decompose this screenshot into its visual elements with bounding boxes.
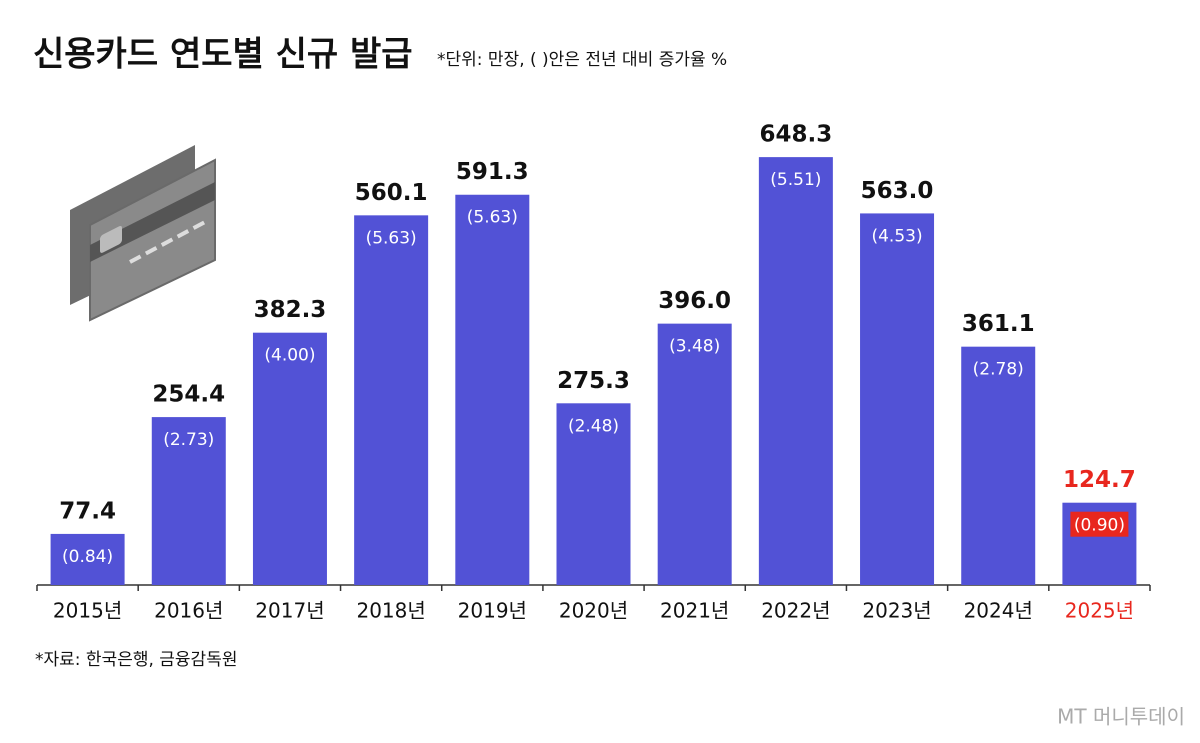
source-note: *자료: 한국은행, 금융감독원 [35, 650, 237, 670]
value-label: 560.1 [355, 180, 428, 206]
x-tick-label: 2025년 [1065, 599, 1134, 623]
rate-label: (2.48) [568, 416, 619, 436]
rate-label: (4.00) [264, 346, 315, 366]
value-label: 254.4 [152, 382, 225, 408]
bar [50, 533, 125, 585]
x-tick-label: 2016년 [154, 599, 223, 623]
x-tick-label: 2015년 [53, 599, 122, 623]
bar [354, 215, 429, 586]
bar [657, 323, 732, 585]
rate-label-bg [1070, 511, 1129, 537]
chart-title: 신용카드 연도별 신규 발급 [33, 35, 413, 75]
rate-label: (0.84) [62, 547, 113, 567]
watermark: MT 머니투데이 [1057, 705, 1185, 729]
bar [860, 213, 935, 586]
value-label: 591.3 [456, 159, 529, 185]
bar [556, 403, 631, 585]
bar [758, 157, 833, 585]
bar [151, 417, 226, 585]
x-tick-label: 2021년 [660, 599, 729, 623]
x-tick-label: 2022년 [761, 599, 830, 623]
x-tick-label: 2020년 [559, 599, 628, 623]
x-tick-label: 2018년 [356, 599, 425, 623]
bar [252, 332, 327, 585]
value-label: 396.0 [658, 288, 731, 314]
x-tick-label: 2017년 [255, 599, 324, 623]
x-tick-label: 2019년 [458, 599, 527, 623]
value-label: 77.4 [59, 498, 116, 524]
value-label: 124.7 [1063, 467, 1136, 493]
chart-subtitle: *단위: 만장, ( )안은 전년 대비 증가율 % [437, 50, 727, 70]
rate-label: (5.63) [467, 208, 518, 228]
value-label: 275.3 [557, 368, 630, 394]
bar [961, 346, 1036, 585]
value-label: 563.0 [861, 178, 934, 204]
value-label: 361.1 [962, 311, 1035, 337]
x-tick-label: 2024년 [964, 599, 1033, 623]
x-tick-label: 2023년 [862, 599, 931, 623]
rate-label: (5.51) [770, 170, 821, 190]
rate-label: (0.90) [1074, 516, 1125, 536]
value-label: 382.3 [254, 297, 327, 323]
rate-label: (4.53) [871, 226, 922, 246]
bar [455, 194, 530, 585]
rate-label: (2.78) [973, 360, 1024, 380]
rate-label: (5.63) [366, 228, 417, 248]
card-icon [70, 145, 216, 322]
rate-label: (2.73) [163, 430, 214, 450]
rate-label: (3.48) [669, 337, 720, 357]
value-label: 648.3 [759, 122, 832, 148]
